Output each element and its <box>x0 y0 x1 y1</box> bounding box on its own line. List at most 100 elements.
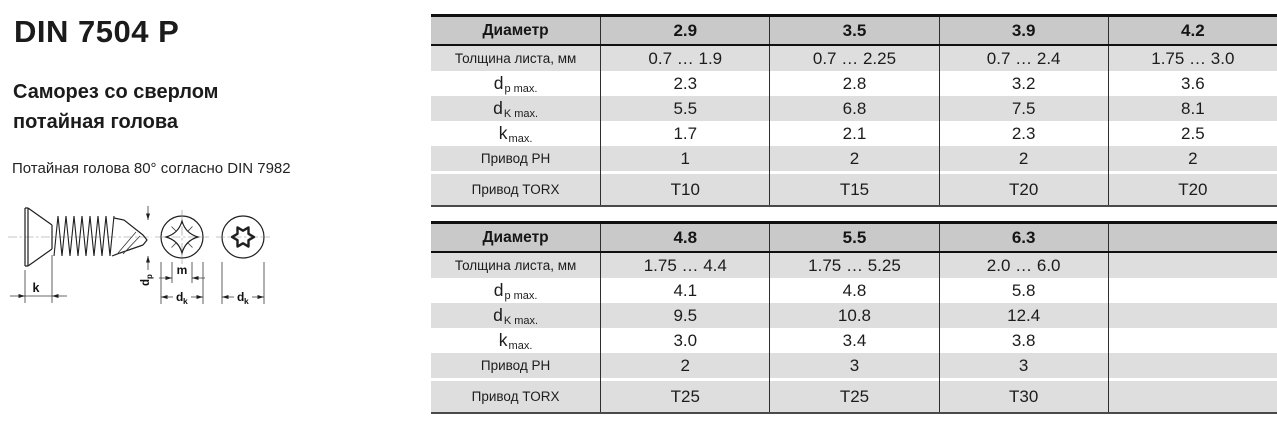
value-cell: 2.1 <box>769 121 938 146</box>
diameter-value: 3.9 <box>1011 20 1036 40</box>
cell-value: 0.7 … 1.9 <box>648 48 723 68</box>
cell-value: 7.5 <box>1011 98 1036 118</box>
cell-value: 2 <box>1188 148 1198 168</box>
value-cell: 2.0 … 6.0 <box>938 253 1108 278</box>
header-corner-cell: Диаметр <box>431 224 600 251</box>
cell-value: 2.5 <box>1181 123 1205 143</box>
dk-ph-dimension-label: d <box>176 290 183 304</box>
diameter-value: 5.5 <box>842 227 867 247</box>
row-label-subscript: p max. <box>504 82 538 95</box>
row-label-cell: Привод TORX <box>431 174 600 205</box>
table-row: Привод PH 1 2 2 2 <box>431 146 1277 171</box>
cell-value: 4.8 <box>842 280 867 300</box>
cell-value: 3 <box>849 355 860 375</box>
cell-value: 1 <box>680 148 691 168</box>
row-label: Привод PH <box>480 358 551 373</box>
phillips-recess-view: m d k <box>155 210 209 306</box>
value-cell: 1.75 … 4.4 <box>600 253 769 278</box>
value-cell: 4.8 <box>769 278 938 303</box>
cell-value: 2.3 <box>1011 123 1036 143</box>
table-header-row: Диаметр 2.9 3.5 3.9 4.2 <box>431 17 1277 46</box>
header-diameter-cell <box>1107 224 1277 251</box>
page-title: DIN 7504 P <box>14 14 180 49</box>
value-cell: 8.1 <box>1107 96 1277 121</box>
row-label-cell: k max. <box>431 121 600 146</box>
row-label-subscript: K max. <box>503 107 539 120</box>
value-cell: 2.8 <box>769 71 938 96</box>
row-label-symbol: k <box>498 123 508 143</box>
cell-value: 8.1 <box>1181 98 1205 118</box>
table-row: Привод TORX T10 T15 T20 T20 <box>431 174 1277 207</box>
diameter-value: 4.2 <box>1181 20 1205 40</box>
cell-value: 4.1 <box>673 280 698 300</box>
table-row: Привод TORX T25 T25 T30 <box>431 381 1277 414</box>
product-subtitle: Саморез со сверлом потайная голова <box>13 77 218 137</box>
value-cell: 2.3 <box>600 71 769 96</box>
value-cell <box>1107 303 1277 328</box>
value-cell: 6.8 <box>769 96 938 121</box>
value-cell: T10 <box>600 174 769 205</box>
row-separator-gap <box>431 378 1277 381</box>
diameter-value: 4.8 <box>673 227 698 247</box>
value-cell: T20 <box>1107 174 1277 205</box>
subtitle-line-2: потайная голова <box>13 111 179 133</box>
value-cell: 10.8 <box>769 303 938 328</box>
cell-value: T30 <box>1009 386 1039 406</box>
cell-value: 2.0 … 6.0 <box>986 255 1061 275</box>
subtitle-line-1: Саморез со сверлом <box>13 81 219 103</box>
torx-star-icon <box>230 226 256 248</box>
cell-value: 3.6 <box>1181 73 1205 93</box>
value-cell <box>1107 381 1277 412</box>
table-header-row: Диаметр 4.8 5.5 6.3 <box>431 224 1277 253</box>
row-label-subscript: K max. <box>503 314 539 327</box>
phillips-cross-icon <box>163 218 201 256</box>
diameter-value: 2.9 <box>673 20 698 40</box>
dk-torx-dimension-label: d <box>237 290 244 304</box>
cell-value: T25 <box>839 386 870 406</box>
value-cell: 2 <box>1107 146 1277 171</box>
row-label-symbol: d <box>493 73 504 93</box>
value-cell: 7.5 <box>938 96 1108 121</box>
header-diameter-cell: 6.3 <box>938 224 1108 251</box>
value-cell: 1.7 <box>600 121 769 146</box>
header-diameter-cell: 3.5 <box>769 17 938 44</box>
standard-note: Потайная голова 80° согласно DIN 7982 <box>12 160 291 177</box>
value-cell <box>1107 278 1277 303</box>
value-cell: 1 <box>600 146 769 171</box>
value-cell: 5.5 <box>600 96 769 121</box>
cell-value: 6.8 <box>842 98 867 118</box>
cell-value: 3.4 <box>842 330 867 350</box>
spec-table-large-diameters: Диаметр 4.8 5.5 6.3 Толщина листа, мм 1.75 … … <box>431 221 1277 414</box>
spec-table-small-diameters: Диаметр 2.9 3.5 3.9 4.2 Толщина листа, мм 0.7 … <box>431 14 1277 207</box>
cell-value: 2.3 <box>673 73 698 93</box>
row-label-subscript: max. <box>508 132 533 145</box>
cell-value: 0.7 … 2.4 <box>986 48 1061 68</box>
row-label: Привод PH <box>480 151 551 166</box>
header-diameter-cell: 5.5 <box>769 224 938 251</box>
cell-value: 1.7 <box>673 123 698 143</box>
row-label: Толщина листа, мм <box>454 51 577 66</box>
value-cell: 2 <box>769 146 938 171</box>
screw-side-view: d p k <box>8 206 154 303</box>
header-corner-label: Диаметр <box>482 21 549 39</box>
row-label: Толщина листа, мм <box>454 258 577 273</box>
row-label-cell: k max. <box>431 328 600 353</box>
cell-value: 10.8 <box>837 305 872 325</box>
value-cell: 1.75 … 5.25 <box>769 253 938 278</box>
header-diameter-cell: 2.9 <box>600 17 769 44</box>
header-diameter-cell: 4.2 <box>1107 17 1277 44</box>
value-cell: 3.4 <box>769 328 938 353</box>
header-diameter-cell: 3.9 <box>938 17 1108 44</box>
row-label-symbol: k <box>498 330 508 350</box>
row-label-symbol: d <box>493 305 503 325</box>
table-row: Толщина листа, мм 0.7 … 1.9 0.7 … 2.25 0.7 … <box>431 46 1277 71</box>
value-cell: 3.6 <box>1107 71 1277 96</box>
row-label-cell: Привод PH <box>431 353 600 378</box>
header-corner-cell: Диаметр <box>431 17 600 44</box>
